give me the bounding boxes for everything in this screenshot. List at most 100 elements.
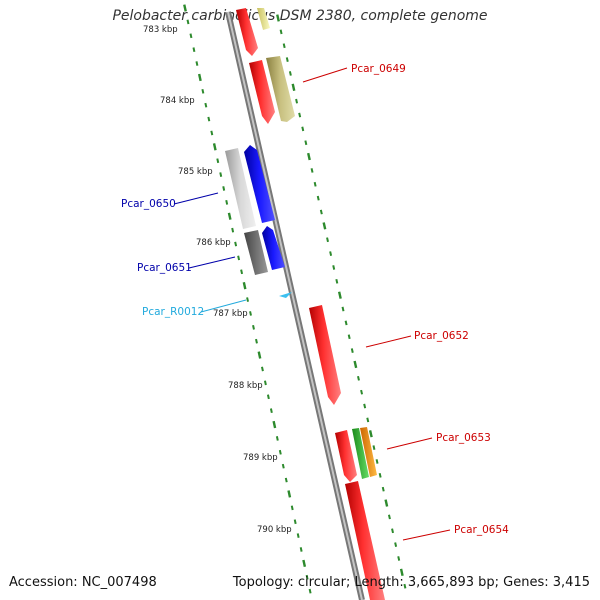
inner-ruler-minor-tick — [284, 477, 288, 483]
outer-ruler-minor-tick — [295, 98, 299, 104]
inner-ruler-minor-tick — [216, 158, 220, 164]
outer-ruler-minor-tick — [298, 112, 302, 118]
gene-feature-pcar-0651[interactable] — [262, 226, 285, 270]
outer-ruler-minor-tick — [288, 71, 292, 76]
gene-feature-pcar-0652[interactable] — [309, 305, 341, 405]
ruler-track — [183, 4, 407, 594]
gene-feature-pcar-0653[interactable] — [335, 430, 357, 482]
label-pcar-0653[interactable]: Pcar_0653 — [436, 432, 491, 444]
outer-ruler-minor-tick — [332, 265, 336, 270]
outer-ruler-minor-tick — [397, 556, 401, 561]
label-pcar-r0012[interactable]: Pcar_R0012 — [142, 306, 204, 318]
ruler-label-790: 790 kbp — [257, 525, 292, 535]
ruler-label-784: 784 kbp — [160, 96, 195, 106]
inner-ruler-minor-tick — [210, 130, 214, 136]
inner-ruler-minor-tick — [281, 463, 285, 469]
ruler-label-788: 788 kbp — [228, 381, 263, 391]
inner-ruler-minor-tick — [299, 547, 303, 552]
outer-ruler-minor-tick — [326, 237, 329, 243]
outer-ruler-major-tick — [291, 83, 296, 91]
callout-line-pcar-0653 — [386, 437, 433, 450]
inner-ruler-minor-tick — [225, 200, 229, 205]
outer-ruler-minor-tick — [301, 126, 305, 132]
gene-feature-top-yellow[interactable] — [257, 8, 270, 30]
reverse-strand-features — [225, 145, 285, 275]
gene-feature-pcar-0649[interactable] — [249, 60, 275, 124]
outer-ruler-minor-tick — [360, 389, 364, 395]
outer-ruler-minor-tick — [304, 140, 308, 146]
outer-ruler-major-tick — [307, 152, 311, 161]
outer-ruler-minor-tick — [403, 583, 407, 589]
label-pcar-0652[interactable]: Pcar_0652 — [414, 330, 469, 342]
inner-ruler-minor-tick — [252, 324, 255, 330]
map-title: Pelobacter carbinolicus DSM 2380, comple… — [112, 8, 488, 24]
outer-ruler-minor-tick — [282, 43, 286, 49]
gene-feature-pcar-r0012[interactable] — [279, 292, 292, 298]
gene-feature-pcar-0654[interactable] — [345, 481, 385, 600]
callout-labels: Pcar_0649 Pcar_0650 Pcar_0651 Pcar_R0012… — [121, 63, 509, 536]
inner-ruler-minor-tick — [195, 61, 199, 66]
gene-feature-top-red[interactable] — [236, 8, 258, 56]
inner-ruler-major-tick — [197, 73, 202, 82]
outer-ruler-minor-tick — [363, 403, 367, 409]
inner-ruler-minor-tick — [308, 588, 312, 594]
outer-ruler-minor-tick — [310, 168, 314, 173]
callout-line-pcar-0649 — [302, 67, 348, 83]
inner-ruler-minor-tick — [275, 436, 279, 441]
ruler-label-785: 785 kbp — [178, 167, 213, 177]
inner-ruler-major-tick — [227, 212, 232, 220]
callout-line-pcar-r0012 — [200, 299, 247, 313]
inner-ruler-minor-tick — [237, 255, 241, 261]
outer-ruler-minor-tick — [381, 486, 385, 492]
gene-feature-gray-light[interactable] — [225, 148, 256, 229]
ruler-label-789: 789 kbp — [243, 453, 278, 463]
ruler-labels: 783 kbp 784 kbp 785 kbp 786 kbp 787 kbp … — [143, 25, 292, 535]
genome-summary-text: Topology: circular; Length: 3,665,893 bp… — [232, 575, 590, 590]
outer-ruler-minor-tick — [347, 334, 351, 340]
accession-text: Accession: NC_007498 — [9, 575, 157, 590]
label-pcar-0650[interactable]: Pcar_0650 — [121, 198, 176, 210]
callout-line-pcar-0650 — [173, 192, 219, 205]
outer-ruler-minor-tick — [378, 472, 382, 478]
inner-ruler-major-tick — [183, 4, 187, 12]
outer-ruler-minor-tick — [387, 514, 391, 520]
inner-ruler-minor-tick — [207, 116, 211, 122]
outer-ruler-major-tick — [322, 222, 327, 230]
outer-ruler-major-tick — [384, 499, 389, 507]
inner-ruler-minor-tick — [189, 33, 193, 39]
outer-ruler-major-tick — [353, 360, 358, 369]
outer-ruler-minor-tick — [319, 209, 323, 215]
outer-ruler-minor-tick — [341, 306, 345, 312]
gene-feature-pcar-0650[interactable] — [244, 145, 275, 223]
outer-ruler-minor-tick — [344, 320, 348, 326]
inner-ruler-minor-tick — [186, 19, 190, 25]
outer-ruler-minor-tick — [335, 278, 339, 284]
inner-ruler-minor-tick — [219, 172, 223, 177]
inner-ruler-major-tick — [242, 282, 247, 290]
inner-ruler-major-tick — [257, 351, 262, 359]
inner-ruler-minor-tick — [204, 102, 208, 108]
inner-ruler-major-tick — [302, 559, 307, 568]
inner-ruler-minor-tick — [255, 338, 258, 344]
gene-feature-orange[interactable] — [360, 427, 377, 477]
gene-feature-gray-dark[interactable] — [244, 230, 268, 275]
label-pcar-0651[interactable]: Pcar_0651 — [137, 262, 192, 274]
callout-line-pcar-0652 — [365, 335, 412, 348]
outer-ruler-minor-tick — [329, 251, 333, 256]
inner-ruler-minor-tick — [269, 408, 273, 413]
label-pcar-0649[interactable]: Pcar_0649 — [351, 63, 406, 75]
label-pcar-0654[interactable]: Pcar_0654 — [454, 524, 509, 536]
outer-ruler-minor-tick — [391, 528, 394, 534]
gene-feature-green[interactable] — [352, 428, 369, 479]
inner-ruler-minor-tick — [261, 366, 264, 372]
inner-ruler-minor-tick — [296, 533, 300, 538]
inner-ruler-minor-tick — [266, 394, 270, 400]
gene-feature-olive[interactable] — [266, 56, 295, 122]
inner-ruler-minor-tick — [234, 241, 238, 247]
outer-ruler-minor-tick — [394, 542, 398, 547]
inner-ruler-minor-tick — [201, 88, 205, 94]
outer-ruler-major-tick — [337, 291, 342, 299]
outer-ruler-minor-tick — [316, 195, 320, 201]
